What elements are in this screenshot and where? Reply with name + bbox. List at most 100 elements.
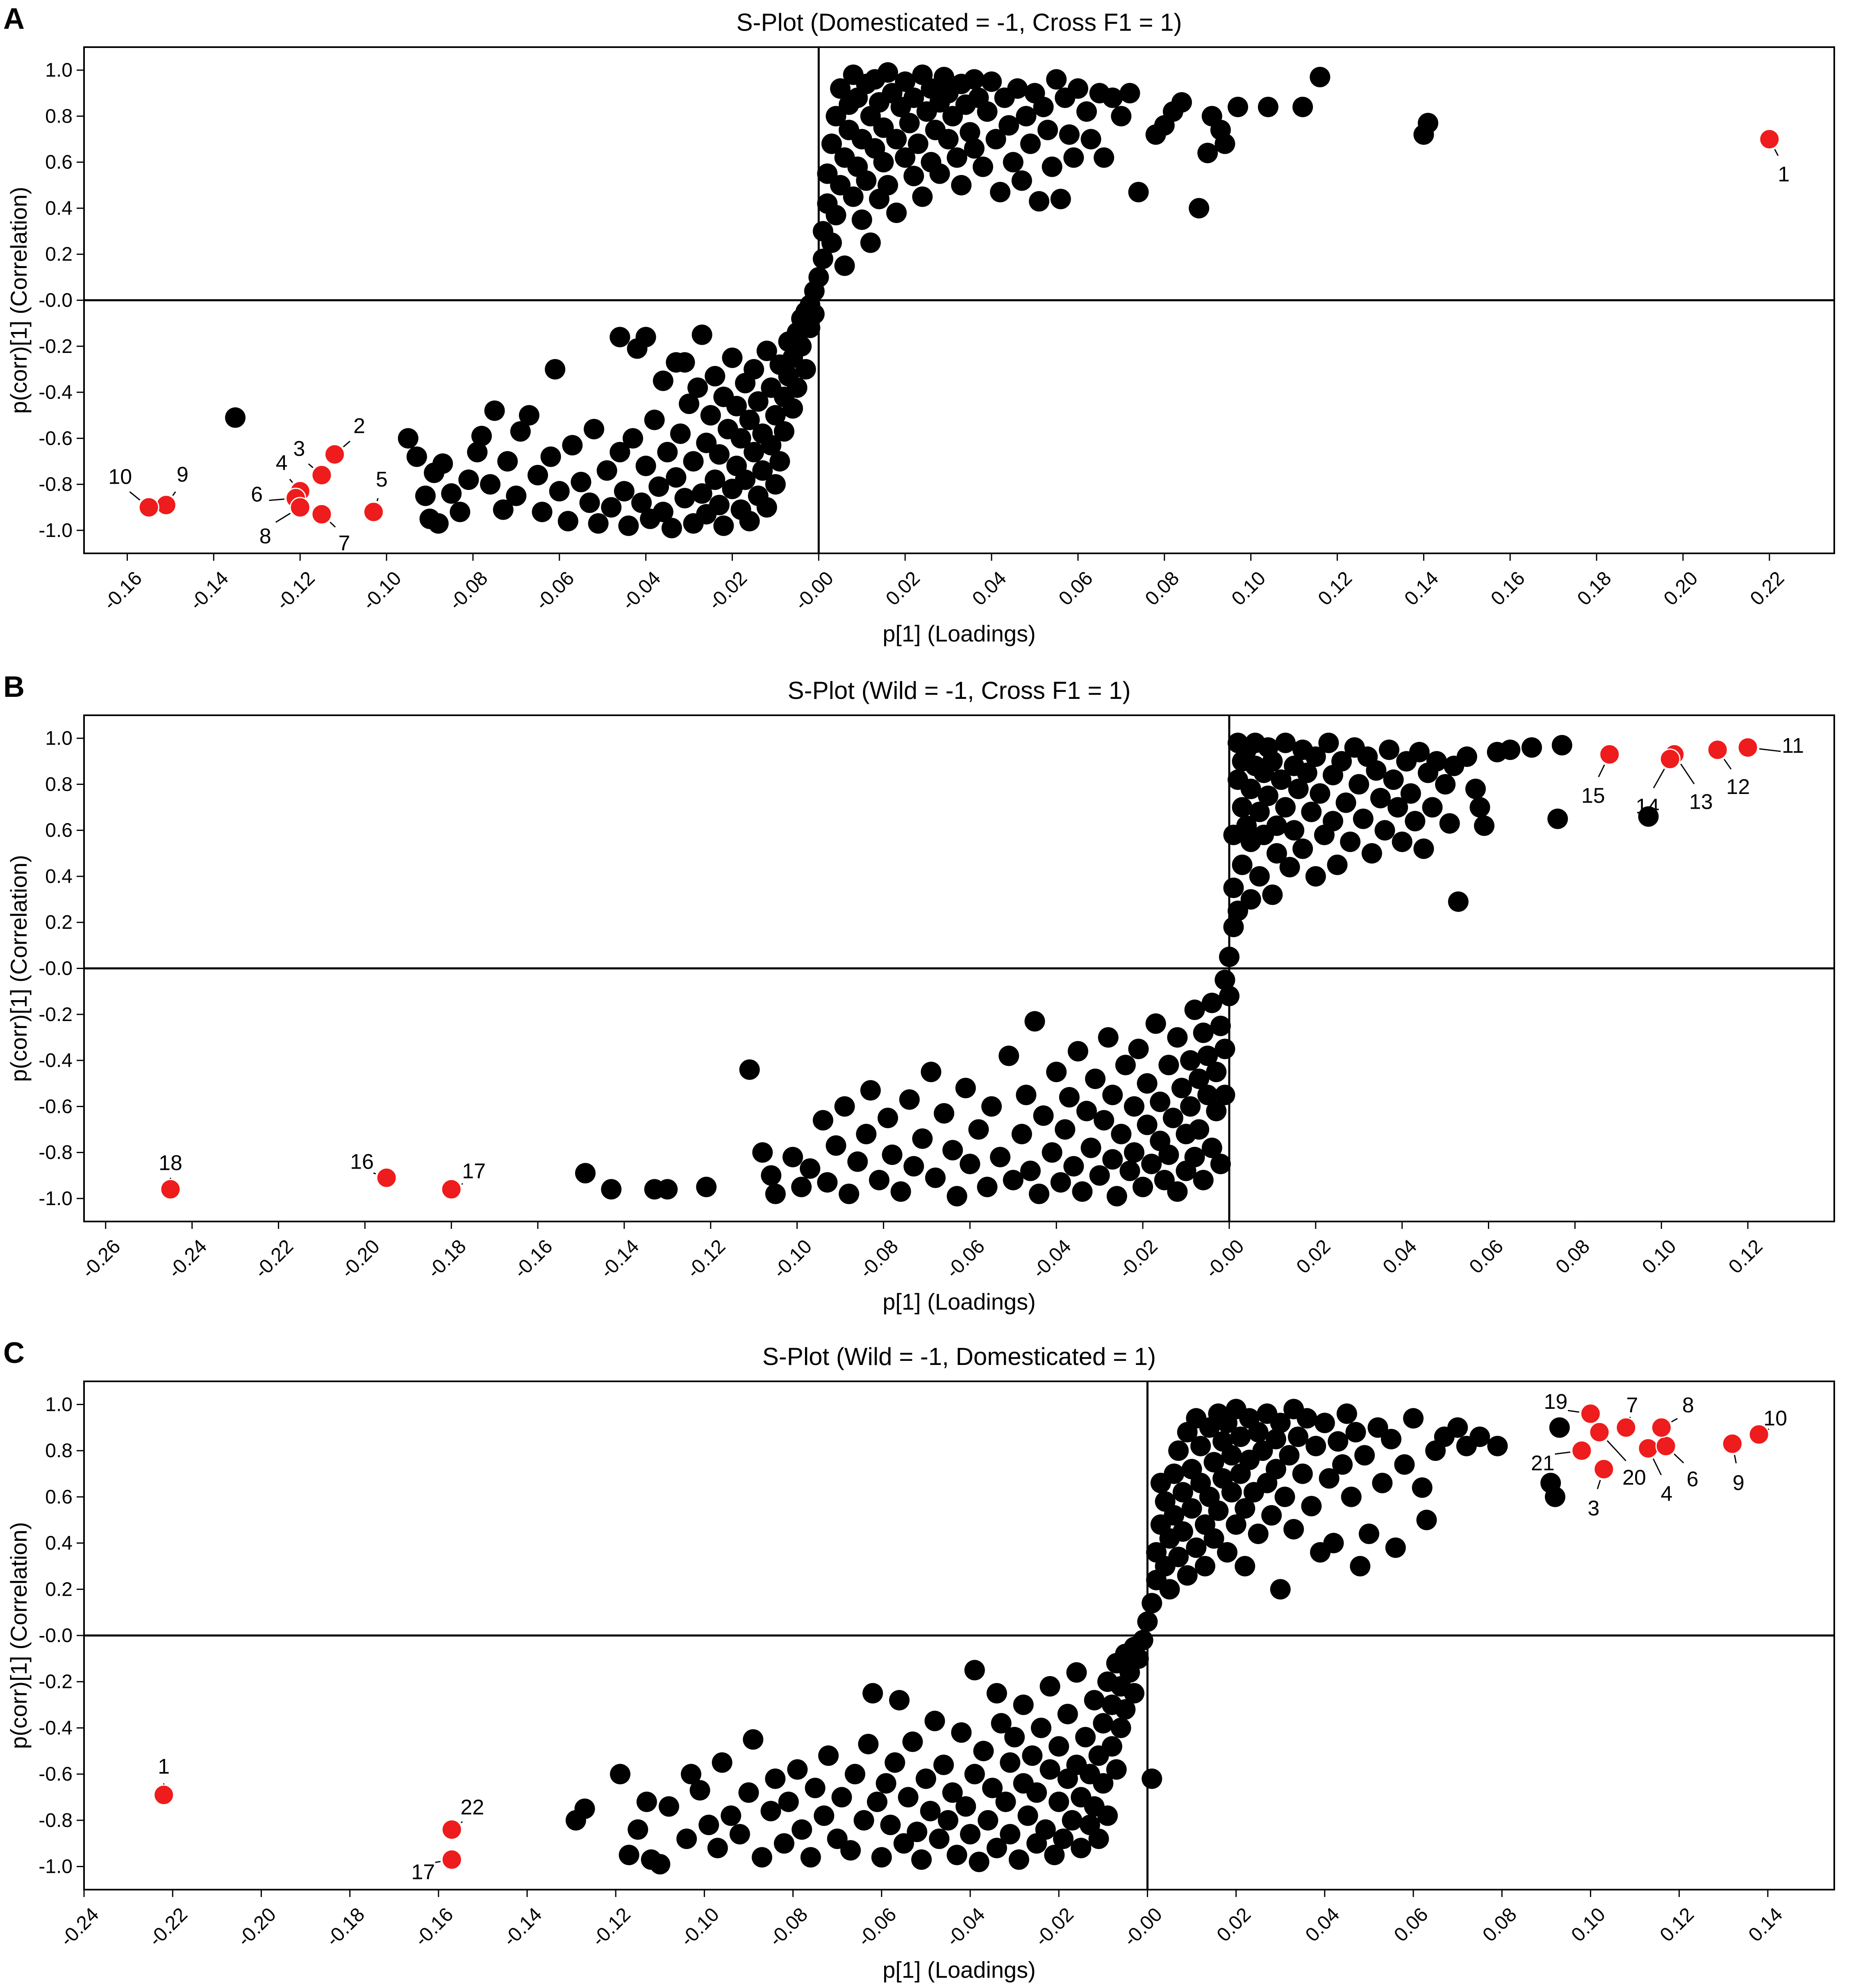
data-point [960,122,980,143]
data-point [830,78,851,99]
data-point [1331,751,1352,772]
data-point [1167,1027,1188,1048]
data-point [977,101,998,122]
data-point [1366,760,1387,781]
data-point [619,1845,639,1865]
y-tick-label: 0.2 [45,1579,73,1600]
x-tick-label: -0.22 [250,1235,298,1283]
data-point [700,405,721,426]
data-point [653,501,673,522]
data-point [847,1151,868,1172]
data-point [774,1833,794,1854]
x-tick-label: 0.04 [1301,1904,1344,1946]
x-axis-title: p[1] (Loadings) [882,1957,1036,1983]
data-point [1262,751,1283,772]
y-tick-label: -0.8 [39,1810,73,1831]
data-point [1020,133,1041,154]
data-point [1292,1463,1313,1484]
data-point [1232,797,1253,818]
x-tick-label: 0.04 [968,567,1011,610]
data-point [1310,66,1331,87]
highlighted-point [441,1849,462,1870]
data-point [946,1186,967,1207]
data-point [1367,1417,1388,1438]
data-point [683,451,704,472]
point-label: 3 [1588,1497,1599,1520]
x-tick-label: -0.24 [56,1904,103,1951]
x-tick-label: -0.24 [164,1235,211,1283]
data-point [882,1144,903,1165]
data-point [890,1181,911,1202]
point-label: 17 [411,1861,435,1884]
data-point [1341,1486,1362,1507]
x-tick-label: 0.16 [1487,567,1529,610]
highlighted-point [1659,748,1681,770]
data-point [933,1754,954,1775]
data-point [730,428,751,449]
data-point [873,152,894,173]
x-tick-label: -0.16 [99,567,146,614]
point-label: 4 [276,451,288,475]
data-point [661,518,682,539]
label-leader-line [1734,1455,1737,1464]
data-point [1181,1498,1202,1519]
data-point [1412,1477,1433,1498]
data-point [821,232,842,253]
x-tick-label: -0.10 [359,567,406,614]
data-point [1050,189,1071,209]
data-point [769,451,790,472]
data-point [760,1801,781,1822]
data-point [765,405,786,426]
point-label: 20 [1622,1466,1646,1490]
data-point [972,156,993,177]
point-label: 6 [1687,1467,1699,1491]
data-point [545,359,566,380]
highlighted-point [376,1167,397,1188]
data-point [584,419,605,439]
data-point [705,366,726,387]
x-tick-label: 0.22 [1746,567,1789,610]
data-point [1354,1445,1375,1466]
point-label: 9 [177,463,189,487]
data-point [1206,1101,1227,1121]
data-point [1026,1782,1047,1803]
data-point [1350,1556,1371,1576]
data-point [575,1163,596,1184]
data-point [791,1176,812,1197]
data-point [1232,854,1253,875]
data-point [856,1124,877,1144]
data-point [1318,732,1339,753]
data-point [827,1829,848,1849]
data-point [540,446,561,467]
data-point [817,1172,838,1193]
data-point [977,1176,998,1197]
data-point [1372,1473,1393,1493]
y-tick-label: -1.0 [39,1856,73,1878]
data-point [804,304,825,325]
data-point [1394,1454,1415,1475]
data-point [1288,778,1309,799]
highlighted-points: 1 3 46 7 8 9 10 17 19 20 21 22 [153,1390,1787,1884]
data-point [893,1833,914,1854]
data-point [1265,1459,1286,1480]
label-leader-line [1597,1480,1601,1490]
data-point [1088,1829,1109,1849]
data-point [1044,1845,1065,1865]
data-point [1279,857,1300,878]
y-tick-label: -0.4 [39,1050,73,1071]
data-point [878,1108,898,1128]
y-tick-label: 0.2 [45,912,73,933]
data-point [1190,1435,1211,1456]
data-point [1111,106,1132,127]
data-point [756,341,777,361]
point-label: 13 [1689,790,1713,814]
data-point [1172,1482,1193,1503]
data-point [579,492,600,513]
data-point [1168,1547,1189,1567]
chart-title: S-Plot (Wild = -1, Cross F1 = 1) [788,677,1131,704]
data-point [1385,1537,1406,1558]
y-tick-label: 0.6 [45,1486,73,1508]
data-point [1093,1713,1114,1734]
data-point [1039,1759,1060,1780]
y-tick-label: -0.4 [39,382,73,403]
